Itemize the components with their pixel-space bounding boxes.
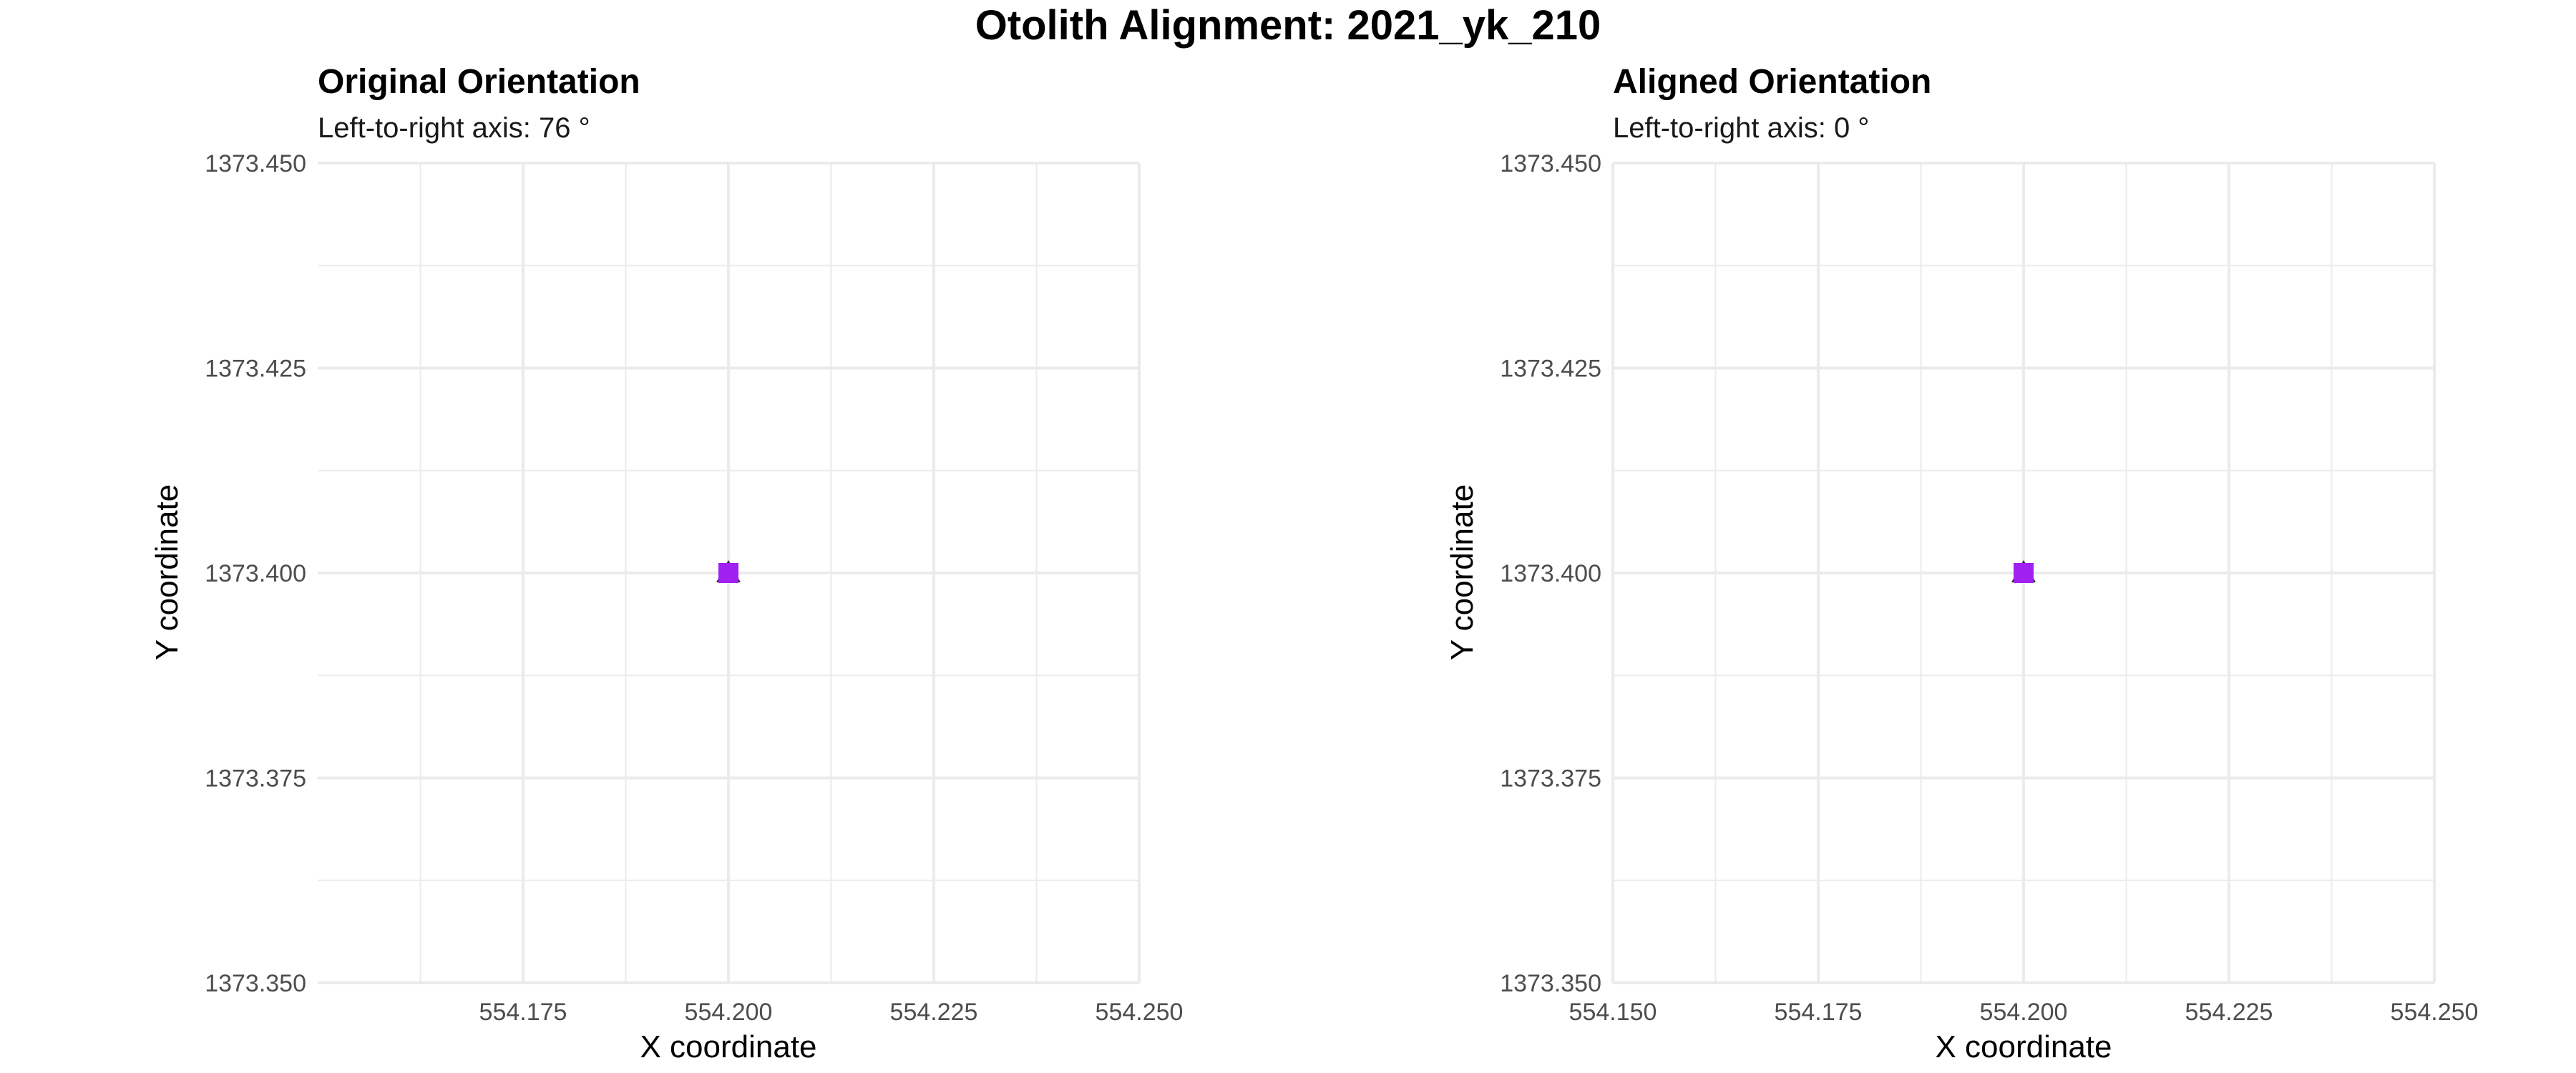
panel-subtitle: Left-to-right axis: 0 ° xyxy=(1613,112,1869,144)
y-tick-label: 1373.450 xyxy=(1500,150,1601,177)
x-axis-title: X coordinate xyxy=(640,1029,816,1064)
x-tick-label: 554.150 xyxy=(1569,999,1657,1026)
x-tick-label: 554.225 xyxy=(2185,999,2273,1026)
x-tick-labels: 554.175 554.200 554.225 554.250 xyxy=(479,999,1184,1026)
x-tick-label: 554.200 xyxy=(1980,999,2068,1026)
data-points xyxy=(2011,560,2036,583)
y-tick-label: 1373.350 xyxy=(205,970,306,997)
x-tick-label: 554.250 xyxy=(2391,999,2479,1026)
y-tick-label: 1373.400 xyxy=(205,560,306,587)
y-tick-labels: 1373.350 1373.375 1373.400 1373.425 1373.450 xyxy=(1500,150,1601,997)
x-tick-label: 554.200 xyxy=(685,999,773,1026)
x-tick-labels: 554.150 554.175 554.200 554.225 554.250 xyxy=(1569,999,2479,1026)
y-tick-label: 1373.425 xyxy=(205,356,306,383)
data-point-square xyxy=(718,563,738,583)
x-tick-label: 554.175 xyxy=(1775,999,1863,1026)
figure-title: Otolith Alignment: 2021_yk_210 xyxy=(975,2,1601,49)
x-tick-label: 554.225 xyxy=(890,999,978,1026)
gridlines xyxy=(318,162,1141,984)
x-axis-title: X coordinate xyxy=(1935,1029,2112,1064)
panel-title: Aligned Orientation xyxy=(1613,63,1931,101)
y-axis-title: Y coordinate xyxy=(1445,484,1480,660)
y-tick-label: 1373.450 xyxy=(205,150,306,177)
y-tick-label: 1373.400 xyxy=(1500,560,1601,587)
original-orientation-panel: Original Orientation Left-to-right axis:… xyxy=(150,63,1183,1064)
y-tick-label: 1373.350 xyxy=(1500,970,1601,997)
panel-subtitle: Left-to-right axis: 76 ° xyxy=(318,112,590,144)
y-tick-label: 1373.425 xyxy=(1500,356,1601,383)
x-tick-label: 554.250 xyxy=(1096,999,1184,1026)
data-point-square xyxy=(2014,563,2034,583)
panel-title: Original Orientation xyxy=(318,63,640,101)
data-points xyxy=(716,560,741,583)
x-tick-label: 554.175 xyxy=(479,999,567,1026)
aligned-orientation-panel: Aligned Orientation Left-to-right axis: … xyxy=(1445,63,2478,1064)
y-tick-label: 1373.375 xyxy=(1500,765,1601,793)
y-tick-label: 1373.375 xyxy=(205,765,306,793)
y-tick-labels: 1373.350 1373.375 1373.400 1373.425 1373.450 xyxy=(205,150,306,997)
y-axis-title: Y coordinate xyxy=(150,484,185,660)
